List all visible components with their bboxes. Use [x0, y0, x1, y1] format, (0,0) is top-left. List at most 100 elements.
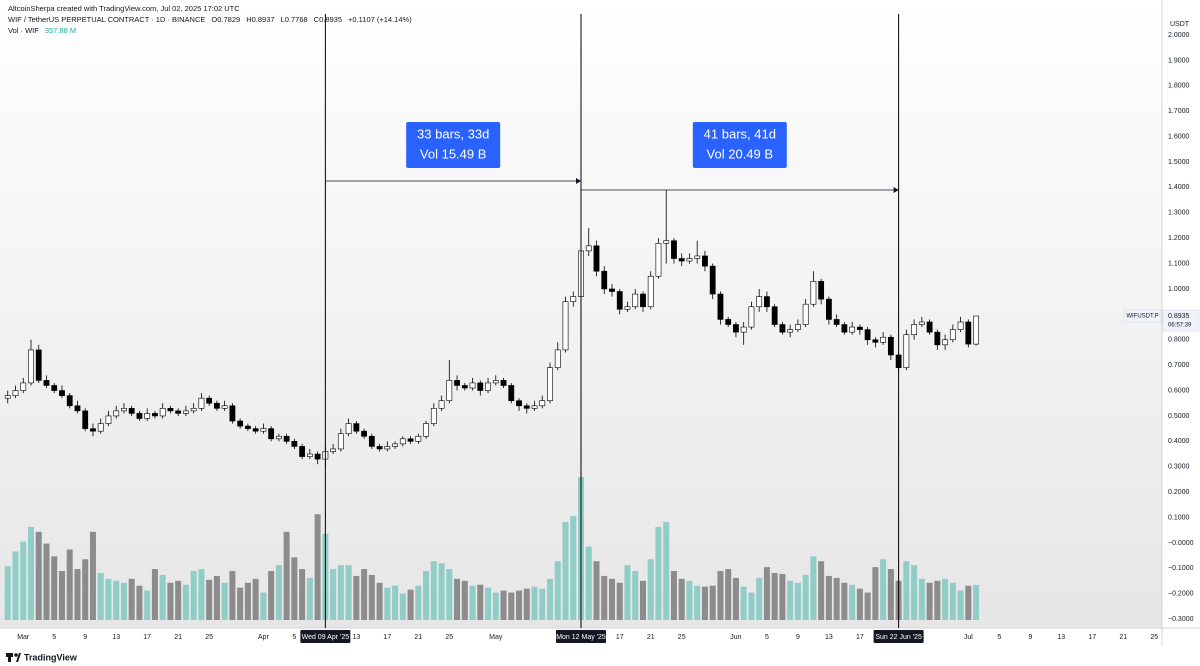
volume-bar	[841, 582, 848, 620]
x-tick-label: 25	[445, 634, 453, 641]
volume-bar	[949, 582, 956, 620]
candle-body	[291, 441, 298, 447]
volume-bar	[523, 588, 530, 620]
candle-body	[609, 288, 615, 292]
volume-bar	[616, 582, 623, 620]
volume-bar	[353, 575, 360, 620]
y-tick-label: 0.3000	[1168, 464, 1190, 471]
candle-body	[872, 339, 879, 343]
volume-bar	[384, 587, 391, 620]
marker-label: Mon 12 May '25	[556, 634, 606, 641]
volume-bar	[655, 526, 662, 620]
volume-bar	[740, 586, 747, 620]
x-tick-label: 5	[292, 634, 296, 641]
volume-bar	[159, 574, 166, 620]
volume-bar	[268, 571, 275, 620]
volume-bar	[608, 578, 615, 620]
symbol: WIF / TetherUS PERPETUAL CONTRACT · 1D ·…	[8, 15, 206, 24]
y-tick-label: 1.4000	[1168, 184, 1190, 191]
symbol-label-box	[1123, 309, 1162, 323]
candle-body	[407, 438, 414, 442]
volume-bar	[957, 590, 964, 620]
volume-bar	[291, 557, 298, 620]
volume-bar	[252, 578, 259, 620]
x-tick-label: 9	[83, 634, 87, 641]
candle-body	[221, 405, 228, 409]
volume-bar	[423, 571, 430, 620]
x-tick-label: 21	[1119, 634, 1127, 641]
candle-body	[771, 306, 778, 325]
volume-bar	[361, 569, 368, 620]
volume-bar	[818, 561, 825, 620]
candle-body	[849, 326, 856, 333]
x-tick-label: 5	[997, 634, 1001, 641]
candle-body	[833, 319, 840, 325]
candle-body	[244, 425, 251, 429]
volume-bar	[756, 577, 763, 620]
candle-body	[82, 410, 89, 429]
volume-bar	[624, 565, 631, 620]
candle-body	[384, 446, 391, 450]
volume-bar	[709, 585, 716, 620]
volume-bar	[407, 589, 414, 620]
y-tick-label: 0.5000	[1168, 413, 1190, 420]
volume-bar	[492, 592, 499, 620]
symbol-row: WIF / TetherUS PERPETUAL CONTRACT · 1D ·…	[8, 14, 412, 25]
candle-body	[136, 413, 143, 419]
volume-bar	[570, 516, 577, 620]
candle-body	[361, 430, 367, 437]
volume-bar	[794, 582, 801, 620]
volume-bar	[678, 578, 685, 620]
candle-body	[159, 408, 166, 417]
arrow-head	[576, 178, 581, 184]
volume-bar	[694, 585, 701, 620]
candle-body	[957, 321, 964, 330]
x-tick-label: 17	[616, 634, 624, 641]
candle-body	[152, 413, 158, 417]
volume-bar	[531, 586, 538, 620]
volume-bar	[299, 569, 306, 620]
volume-bar	[120, 582, 127, 620]
candle-body	[299, 446, 306, 457]
candle-body	[90, 428, 96, 432]
volume-bar	[973, 584, 980, 620]
y-tick-label: 1.0000	[1168, 286, 1190, 293]
candle-body	[283, 435, 290, 442]
x-tick-label: Mar	[17, 634, 30, 641]
volume-bar	[392, 585, 399, 620]
volume-bar	[330, 569, 337, 620]
candle-body	[353, 423, 360, 432]
measure-box	[692, 122, 787, 168]
candle-body	[368, 435, 375, 447]
volume-bar	[4, 566, 11, 620]
volume-bar	[58, 571, 65, 620]
candle-body	[214, 402, 220, 409]
candle-body	[802, 303, 809, 325]
volume-bar	[500, 590, 507, 620]
candle-body	[702, 255, 708, 267]
candle-body	[949, 329, 956, 341]
candle-body	[113, 410, 120, 417]
volume-bar	[732, 577, 739, 620]
candle-body	[275, 435, 282, 440]
candle-body	[35, 349, 42, 381]
candle-body	[733, 324, 739, 333]
x-tick-label: 13	[1057, 634, 1065, 641]
candle-body	[779, 324, 786, 333]
candle-body	[671, 240, 677, 259]
x-tick-label: 17	[143, 634, 151, 641]
candle-body	[864, 329, 871, 341]
y-tick-label: 0.8000	[1168, 337, 1190, 344]
candle-body	[469, 382, 476, 389]
volume-bar	[35, 531, 42, 620]
volume-bar	[128, 578, 135, 620]
volume-bar	[167, 582, 174, 620]
volume-bar	[221, 582, 228, 620]
x-tick-label: 17	[383, 634, 391, 641]
candle-body	[252, 428, 259, 432]
volume-bar	[144, 590, 151, 620]
candle-body	[655, 242, 662, 277]
volume-label: Vol · WIF	[8, 26, 39, 35]
y-tick-label: 0.6000	[1168, 387, 1190, 394]
